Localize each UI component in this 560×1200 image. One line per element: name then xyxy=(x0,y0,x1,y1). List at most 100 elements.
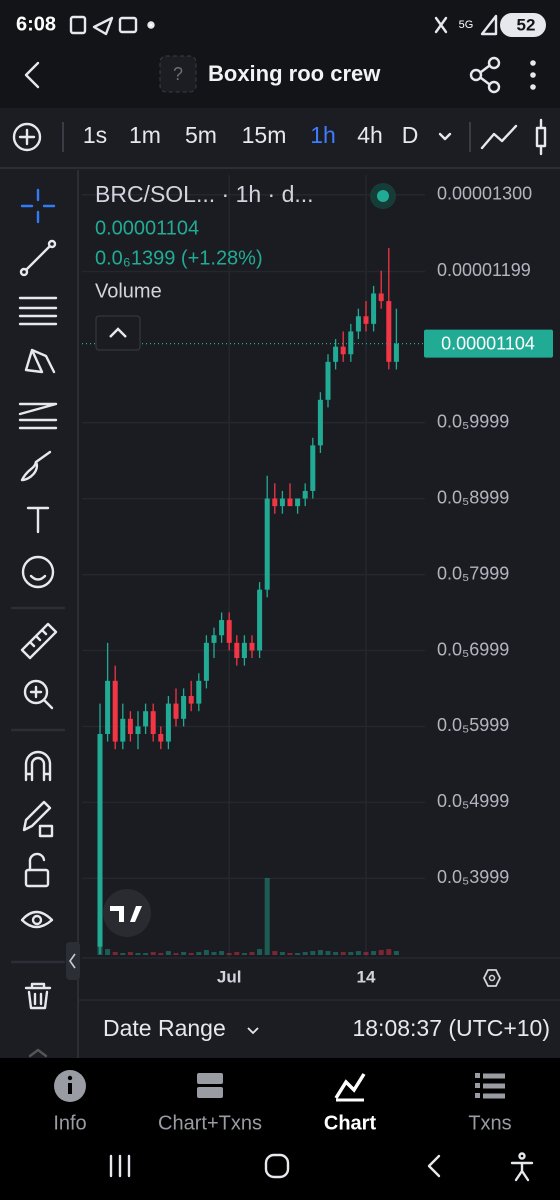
home-button[interactable] xyxy=(264,1153,290,1179)
candle-body xyxy=(386,301,392,362)
volume-bar xyxy=(249,952,255,955)
y-tick-label: 0.00001300 xyxy=(437,183,532,203)
date-range-button[interactable]: Date Range xyxy=(103,1015,226,1041)
recents-button[interactable] xyxy=(109,1154,131,1178)
interval-button[interactable]: 1h xyxy=(310,122,336,148)
fib-tool[interactable] xyxy=(18,296,58,326)
collapse-tools[interactable] xyxy=(28,1048,48,1058)
interval-button[interactable]: D xyxy=(402,122,419,148)
zoom-tool[interactable] xyxy=(29,685,54,710)
unlock-tool[interactable] xyxy=(28,852,46,872)
y-tick-label: 0.0₅6999 xyxy=(437,639,509,659)
y-tick-label: 0.0₅3999 xyxy=(437,867,509,887)
candle-body xyxy=(340,346,346,355)
volume-bar xyxy=(203,950,209,955)
y-tick-label: 0.0₅5999 xyxy=(437,715,509,735)
legend-change: 0.0₆1399 (+1.28%) xyxy=(95,247,263,269)
volume-bar xyxy=(348,952,354,955)
unlock-tool[interactable] xyxy=(24,868,50,888)
chart-settings[interactable] xyxy=(482,969,502,987)
trendline-tool[interactable] xyxy=(22,242,54,274)
accessibility-button[interactable] xyxy=(518,1152,526,1160)
legend-price: 0.00001104 xyxy=(95,217,199,239)
interval-dropdown[interactable] xyxy=(438,132,452,141)
y-tick-label: 0.00001199 xyxy=(437,260,531,280)
visibility-tool[interactable] xyxy=(31,914,43,926)
nav-icon xyxy=(483,1073,505,1079)
volume-bar xyxy=(340,952,346,955)
prediction-tool[interactable] xyxy=(18,402,58,430)
candle-body xyxy=(355,316,361,332)
add-indicator-button[interactable] xyxy=(12,122,42,152)
top-bar-bg xyxy=(0,0,560,108)
sidebar-toggle-icon xyxy=(69,953,76,969)
volume-bar xyxy=(120,953,126,955)
volume-bar xyxy=(325,951,331,955)
nav-label: Txns xyxy=(468,1112,511,1134)
text-tool[interactable] xyxy=(26,506,50,534)
sidebar-toggle[interactable] xyxy=(66,942,80,980)
icon-tool[interactable] xyxy=(29,574,47,581)
candle-body xyxy=(196,680,202,704)
clock[interactable]: 18:08:37 (UTC+10) xyxy=(352,1015,550,1041)
x-tick-label: 14 xyxy=(357,967,376,986)
price-tag-label: 0.00001104 xyxy=(441,333,535,353)
candle-body xyxy=(226,620,232,643)
interval-button[interactable]: 1m xyxy=(129,122,161,148)
ruler-tool[interactable] xyxy=(20,622,58,660)
trendline-tool[interactable] xyxy=(19,267,29,277)
volume-bar xyxy=(378,950,384,955)
nav-label: Chart+Txns xyxy=(158,1112,262,1134)
system-back-button[interactable] xyxy=(427,1154,441,1178)
icon-tool[interactable] xyxy=(21,555,55,589)
candle-body xyxy=(257,589,263,651)
candle-body xyxy=(310,445,316,491)
nav-item[interactable]: Txns xyxy=(468,1073,512,1134)
candle-body xyxy=(105,680,111,734)
accessibility-button[interactable] xyxy=(510,1161,534,1182)
volume-bar xyxy=(317,950,323,955)
interval-button[interactable]: 4h xyxy=(357,122,383,148)
lock-draw-tool[interactable] xyxy=(22,800,54,838)
line-chart-button[interactable] xyxy=(480,124,518,150)
status-icons xyxy=(69,14,498,36)
x-tick-label: Jul xyxy=(217,967,242,986)
candle-body xyxy=(158,733,164,742)
candle-body xyxy=(219,620,225,636)
collapse-legend[interactable] xyxy=(95,315,141,351)
battery-level: 52 xyxy=(517,15,536,34)
back-button[interactable] xyxy=(24,61,40,89)
brush-tool[interactable] xyxy=(20,450,52,482)
candle-body xyxy=(97,733,103,947)
volume-bar xyxy=(355,951,361,955)
volume-bar xyxy=(112,952,118,955)
menu-button[interactable] xyxy=(530,60,536,90)
delete-tool[interactable] xyxy=(24,982,52,1010)
volume-bar xyxy=(219,951,225,955)
header-title: Boxing roo crew xyxy=(208,61,381,86)
nav-item[interactable]: Chart xyxy=(324,1073,377,1134)
interval-button[interactable]: 5m xyxy=(185,122,217,148)
volume-bar xyxy=(333,952,339,955)
trendline-tool[interactable] xyxy=(47,239,57,249)
crosshair-tool[interactable] xyxy=(20,188,56,224)
nav-item[interactable]: Info xyxy=(53,1070,87,1134)
nav-icon xyxy=(483,1093,505,1099)
volume-bar xyxy=(363,952,369,955)
token-icon xyxy=(159,55,197,93)
interval-button[interactable]: 15m xyxy=(242,122,287,148)
candle-body xyxy=(264,498,270,590)
pattern-tool[interactable] xyxy=(24,348,56,374)
volume-bar xyxy=(188,953,194,955)
magnet-tool[interactable] xyxy=(24,750,52,782)
visibility-tool[interactable] xyxy=(20,910,54,929)
share-button[interactable] xyxy=(469,56,501,94)
candle-chart-button[interactable] xyxy=(535,118,547,156)
zoom-tool[interactable] xyxy=(23,679,49,705)
nav-item[interactable]: Chart+Txns xyxy=(158,1073,262,1134)
tradingview-logo[interactable] xyxy=(103,889,151,937)
volume-bar xyxy=(196,952,202,955)
interval-button[interactable]: 1s xyxy=(83,122,107,148)
